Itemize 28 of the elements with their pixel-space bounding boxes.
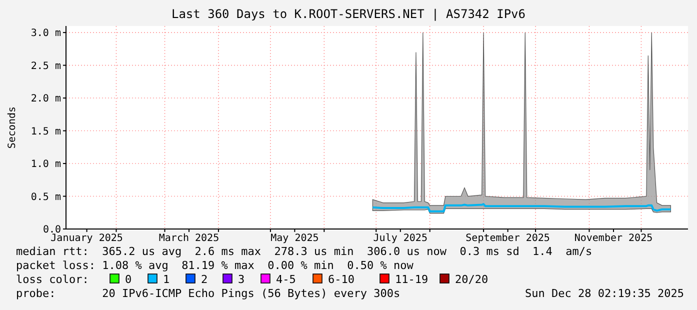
x-tick-label: May 2025 <box>270 233 319 244</box>
x-tick-label: July 2025 <box>373 233 428 244</box>
x-tick-label: September 2025 <box>466 233 550 244</box>
y-tick-label: 1.0 m <box>30 159 61 170</box>
text: median rtt: 365.2 us avg 2.6 ms max 278.3 us min 306.0 us now 0.3 ms sd 1.4 am/s <box>16 245 592 258</box>
y-tick-label: 3.0 m <box>30 28 61 40</box>
text: 4-5 <box>276 273 296 286</box>
line-series <box>372 203 672 212</box>
text: 0 <box>125 273 132 286</box>
text: probe: 20 IPv6-ICMP Echo Pings (56 Bytes) every 300s <box>16 287 400 300</box>
text: Sun Dec 28 02:19:35 2025 <box>525 287 684 300</box>
y-tick-label: 2.0 m <box>30 94 61 105</box>
text: 2 <box>201 273 208 286</box>
x-tick-label: March 2025 <box>158 233 220 244</box>
text: loss color: <box>16 273 89 286</box>
y-axis-title: Seconds <box>7 106 18 149</box>
y-tick-label: 1.5 m <box>30 126 61 138</box>
x-tick-label: January 2025 <box>50 233 123 244</box>
chart-title: Last 360 Days to K.ROOT-SERVERS.NET | AS7342 IPv6 <box>171 7 526 21</box>
text: 1 <box>163 273 170 286</box>
text: packet loss: 1.08 % avg 81.19 % max 0.00 % min 0.50 % now <box>16 259 414 272</box>
y-tick-label: 0.5 m <box>30 192 61 203</box>
text: 6-10 <box>328 273 354 286</box>
x-tick-label: November 2025 <box>574 233 653 244</box>
y-tick-label: 2.5 m <box>30 60 61 72</box>
text: 3 <box>238 273 245 286</box>
text: 20/20 <box>455 273 488 286</box>
text: 11-19 <box>395 273 428 286</box>
